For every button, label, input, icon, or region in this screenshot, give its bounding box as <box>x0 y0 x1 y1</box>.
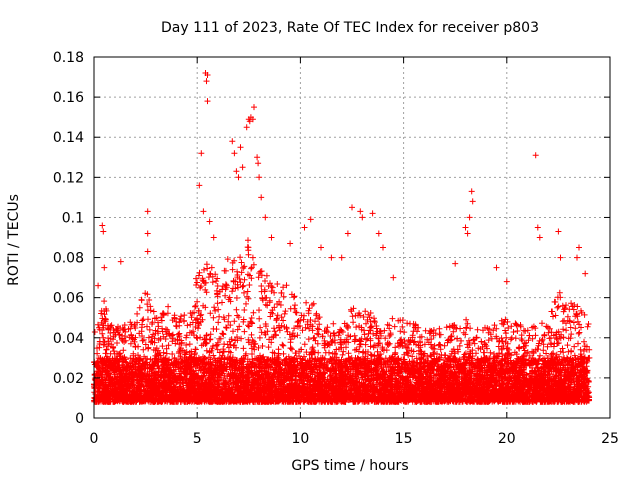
y-tick-label: 0.02 <box>53 371 84 387</box>
y-tick-label: 0.16 <box>53 90 84 106</box>
x-tick-label: 20 <box>498 431 516 447</box>
y-tick-label: 0.14 <box>53 130 84 146</box>
x-tick-label: 5 <box>193 431 202 447</box>
x-tick-label: 0 <box>90 431 99 447</box>
chart-title: Day 111 of 2023, Rate Of TEC Index for r… <box>161 20 539 36</box>
axis-ticks <box>93 56 611 419</box>
x-tick-label: 25 <box>601 431 619 447</box>
y-tick-label: 0.08 <box>53 251 84 267</box>
roti-points <box>91 70 593 405</box>
x-axis-label: GPS time / hours <box>291 458 408 474</box>
x-tick-label: 15 <box>395 431 413 447</box>
data-points <box>91 70 593 405</box>
y-tick-label: 0.06 <box>53 291 84 307</box>
y-tick-label: 0 <box>75 411 84 427</box>
y-tick-label: 0.18 <box>53 50 84 66</box>
y-axis-label: ROTI / TECUs <box>6 194 22 286</box>
plot-frame <box>93 56 611 419</box>
x-tick-labels: 0 5 10 15 20 25 <box>90 431 619 447</box>
y-tick-label: 0.04 <box>53 331 84 347</box>
x-tick-label: 10 <box>291 431 309 447</box>
grid-lines <box>94 57 610 418</box>
y-tick-label: 0.1 <box>62 210 84 226</box>
y-tick-label: 0.12 <box>53 170 84 186</box>
y-tick-labels: 0 0.02 0.04 0.06 0.08 0.1 0.12 0.14 0.16 0.18 <box>53 50 84 427</box>
